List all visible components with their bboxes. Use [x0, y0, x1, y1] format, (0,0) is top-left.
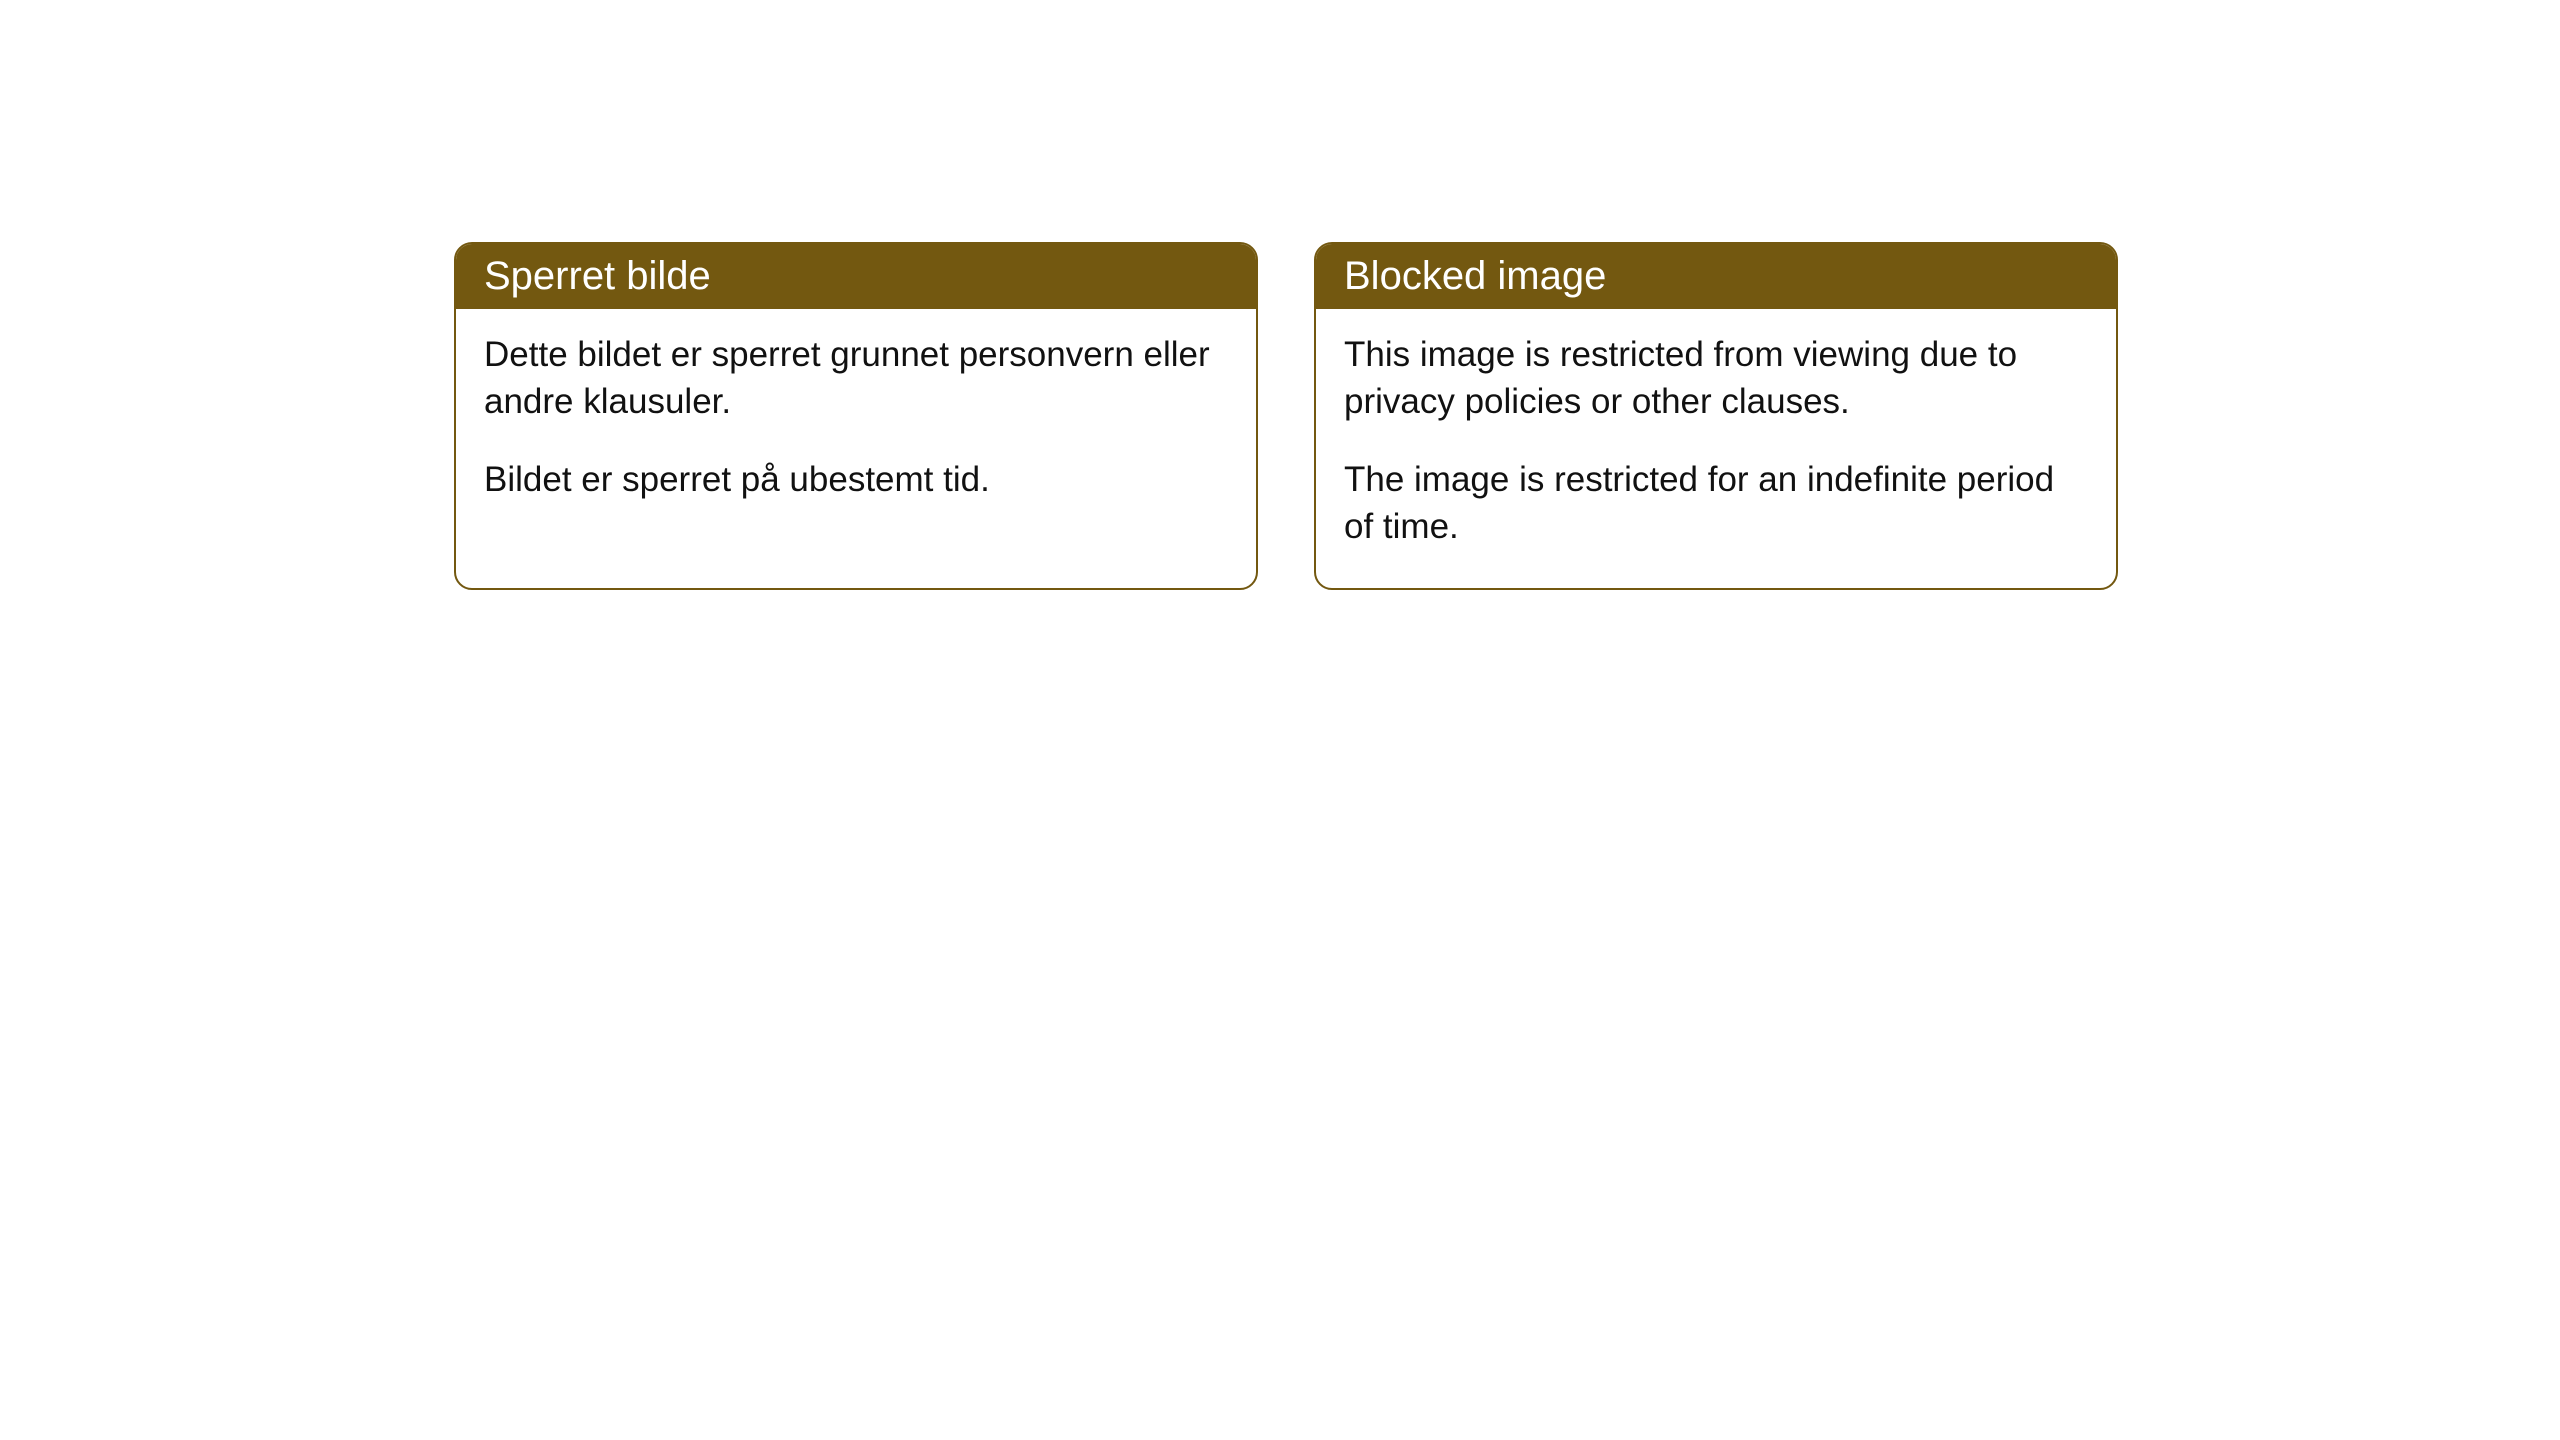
blocked-image-card-english: Blocked image This image is restricted f… [1314, 242, 2118, 590]
card-header: Sperret bilde [456, 244, 1256, 309]
card-body: This image is restricted from viewing du… [1316, 309, 2116, 588]
card-paragraph: Bildet er sperret på ubestemt tid. [484, 456, 1228, 503]
card-paragraph: The image is restricted for an indefinit… [1344, 456, 2088, 551]
card-paragraph: Dette bildet er sperret grunnet personve… [484, 331, 1228, 426]
card-body: Dette bildet er sperret grunnet personve… [456, 309, 1256, 541]
card-container: Sperret bilde Dette bildet er sperret gr… [454, 242, 2118, 590]
card-title: Sperret bilde [484, 254, 711, 298]
card-title: Blocked image [1344, 254, 1606, 298]
card-header: Blocked image [1316, 244, 2116, 309]
blocked-image-card-norwegian: Sperret bilde Dette bildet er sperret gr… [454, 242, 1258, 590]
card-paragraph: This image is restricted from viewing du… [1344, 331, 2088, 426]
